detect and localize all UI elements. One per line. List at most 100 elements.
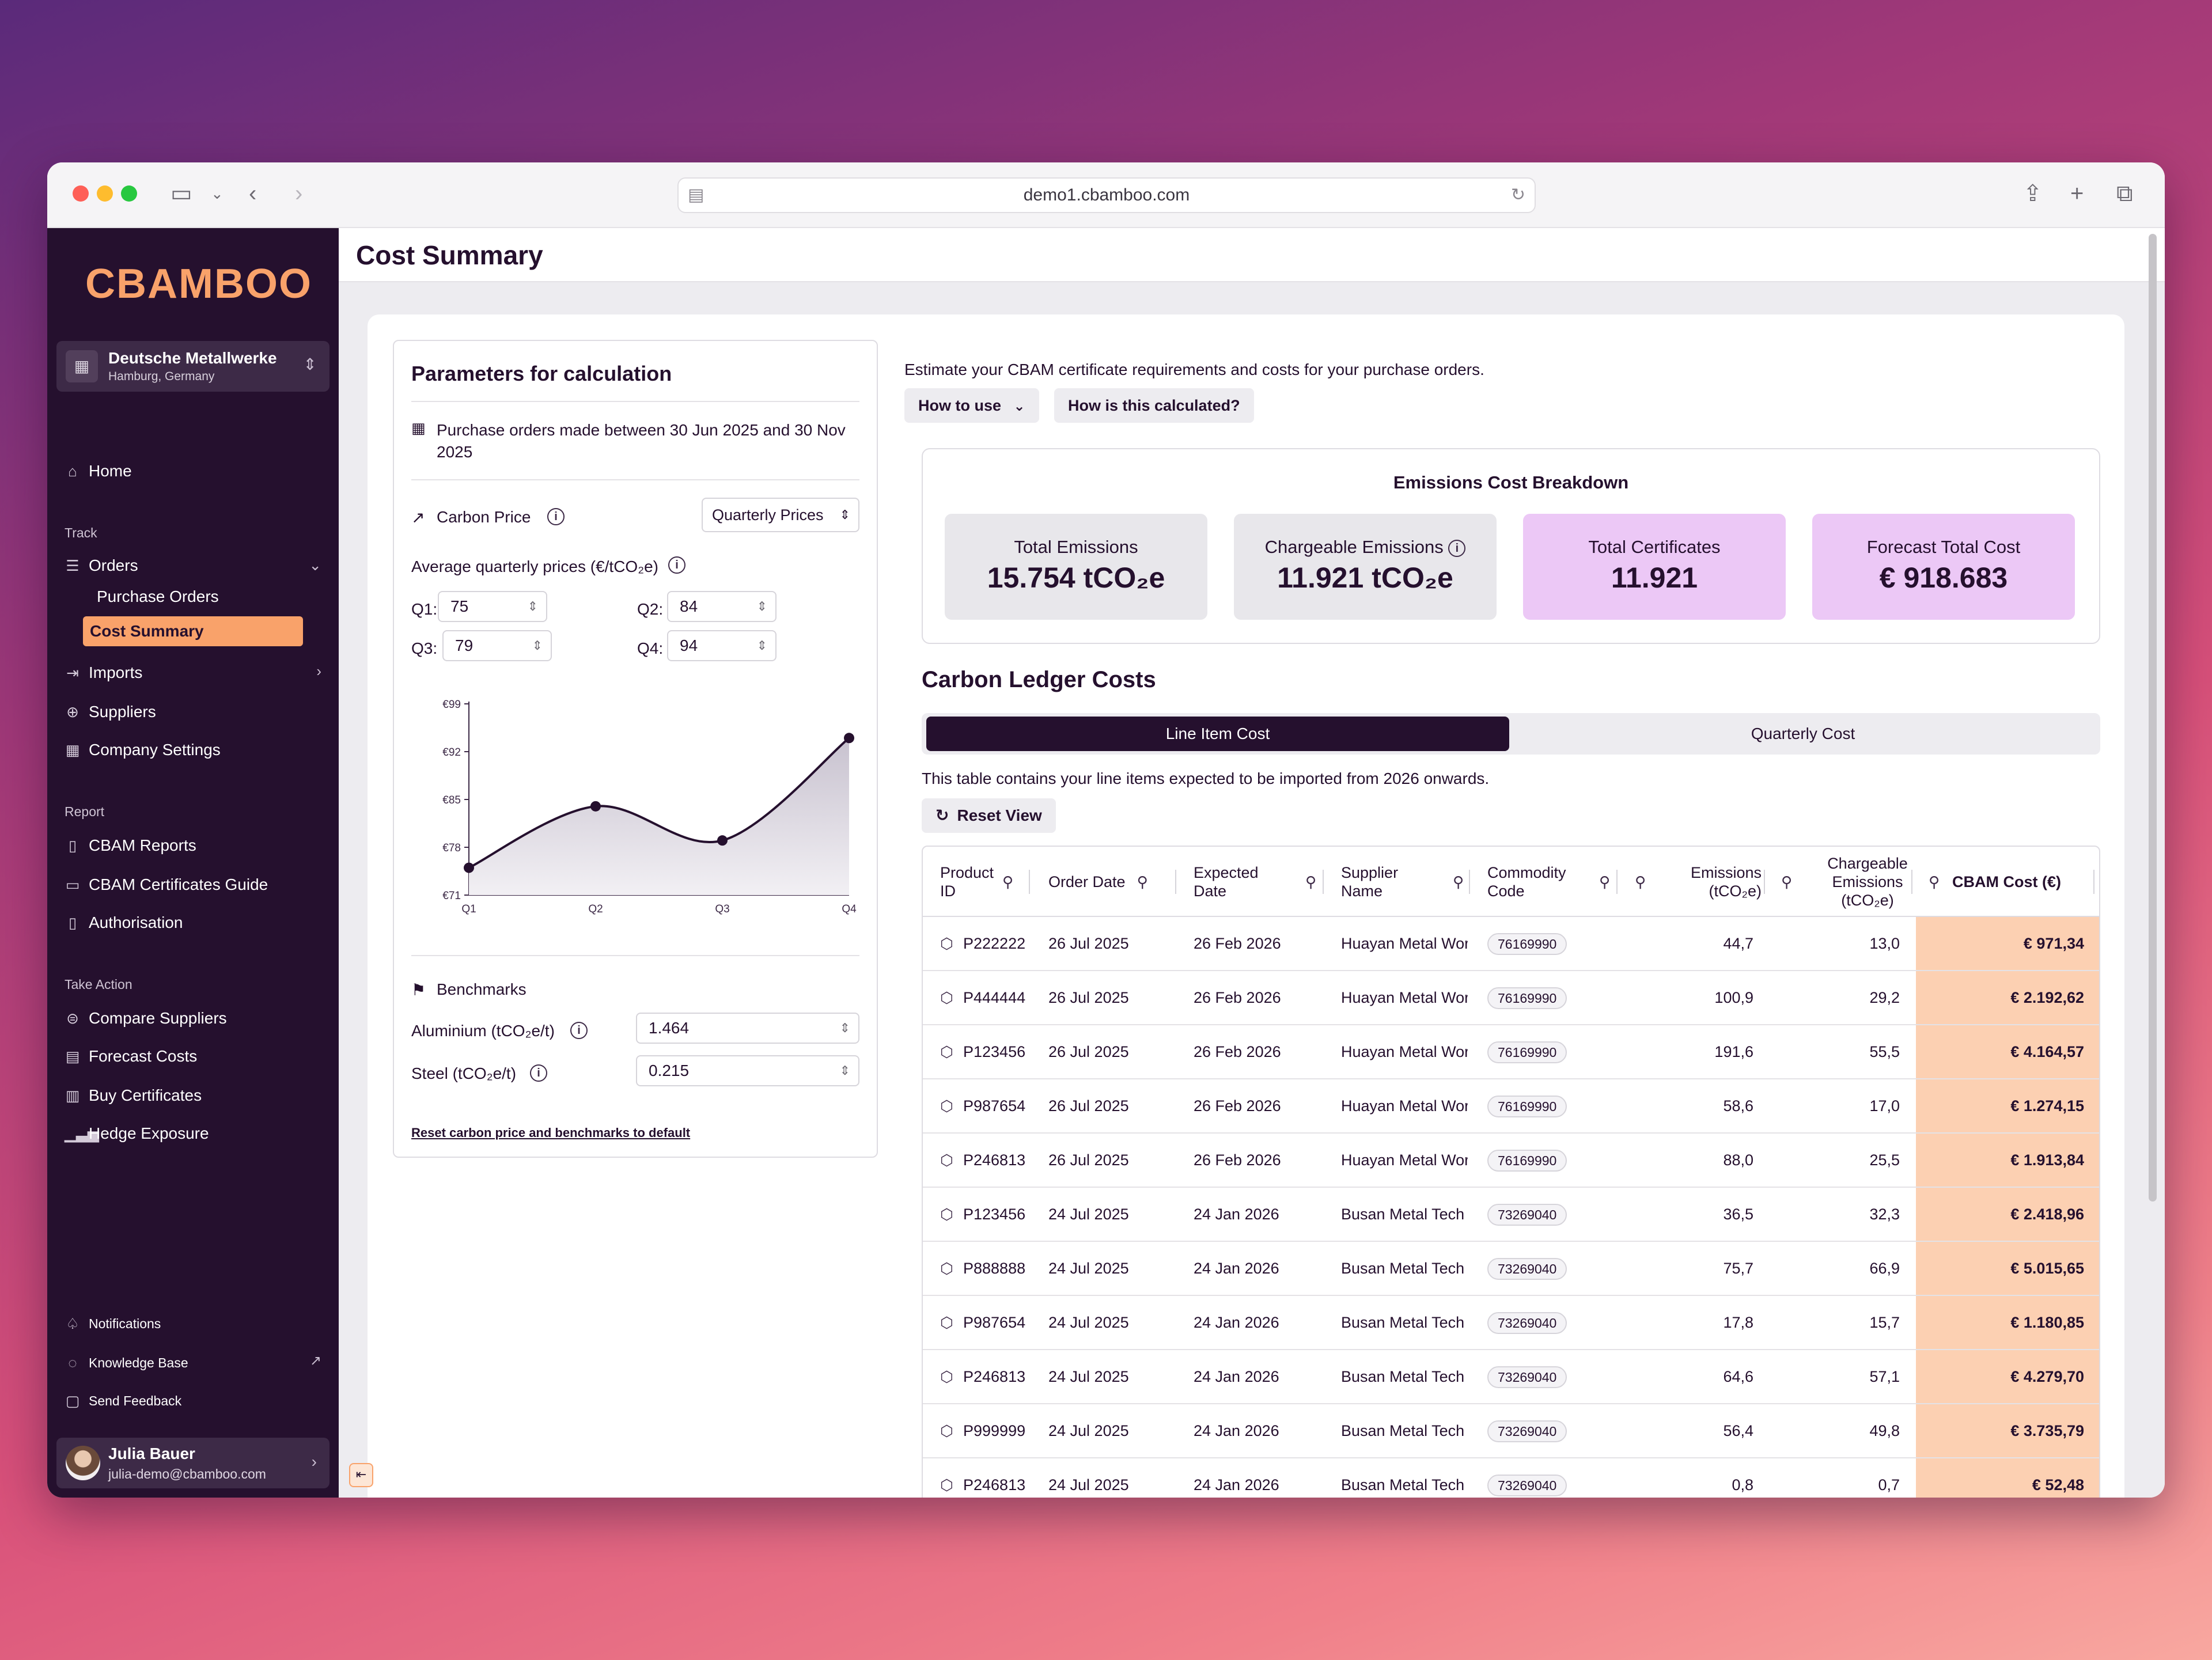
q4-price-input[interactable]: 94 ⇕ xyxy=(667,630,777,661)
sidebar-item-notifications[interactable]: ♤ Notifications xyxy=(65,1311,161,1336)
sidebar-item-knowledge-base[interactable]: ◌ Knowledge Base xyxy=(65,1350,188,1375)
sidebar-item-send-feedback[interactable]: ▢ Send Feedback xyxy=(65,1388,181,1413)
url-bar[interactable]: ▤ demo1.cbamboo.com ↻ xyxy=(677,177,1536,213)
header-chargeable-emissions[interactable]: ⚲ Chargeable Emissions (tCO₂e) xyxy=(1781,855,1908,909)
filter-icon[interactable]: ⚲ xyxy=(1305,873,1317,890)
info-icon[interactable]: i xyxy=(547,508,565,525)
q2-price-input[interactable]: 84 ⇕ xyxy=(667,591,777,622)
filter-icon[interactable]: ⚲ xyxy=(1137,873,1148,890)
sidebar-item-hedge-exposure[interactable]: ▁▃▅ Hedge Exposure xyxy=(65,1121,209,1146)
sidebar-item-cost-summary[interactable]: Cost Summary xyxy=(83,616,303,646)
table-row[interactable]: ⬡ P987654 24 Jul 2025 24 Jan 2026 Busan Meta… xyxy=(923,1296,2099,1350)
sidebar-item-cbam-reports[interactable]: ▯ CBAM Reports xyxy=(65,833,196,858)
q1-price-input[interactable]: 75 ⇕ xyxy=(438,591,547,622)
stepper-icon[interactable]: ⇕ xyxy=(527,599,538,613)
close-window-button[interactable] xyxy=(73,185,89,202)
stepper-icon[interactable]: ⇕ xyxy=(756,638,767,653)
share-icon[interactable]: ⇪ xyxy=(2023,181,2043,206)
filter-icon[interactable]: ⚲ xyxy=(1635,873,1646,890)
table-row[interactable]: ⬡ P222222 26 Jul 2025 26 Feb 2026 Huayan Met… xyxy=(923,917,2099,971)
compare-icon: ⊜ xyxy=(66,1010,79,1027)
user-menu[interactable]: Julia Bauer julia-demo@cbamboo.com › xyxy=(56,1438,329,1488)
app-logo[interactable]: CBAMBOO xyxy=(85,261,312,307)
filter-icon[interactable]: ⚲ xyxy=(1002,873,1014,890)
how-calculated-button[interactable]: How is this calculated? xyxy=(1054,388,1254,423)
sidebar-item-orders[interactable]: ☰ Orders xyxy=(65,553,138,578)
cell-emissions: 58,6 xyxy=(1723,1097,1753,1115)
table-row[interactable]: ⬡ P987654 26 Jul 2025 26 Feb 2026 Huayan Met… xyxy=(923,1079,2099,1134)
table-row[interactable]: ⬡ P246813 26 Jul 2025 26 Feb 2026 Huayan Met… xyxy=(923,1134,2099,1188)
price-mode-select[interactable]: Quarterly Prices ⇕ xyxy=(702,498,859,532)
header-expected-date[interactable]: Expected Date ⚲ xyxy=(1194,864,1317,900)
package-icon: ⬡ xyxy=(940,1151,953,1169)
header-commodity-code[interactable]: Commodity Code ⚲ xyxy=(1487,864,1611,900)
back-icon[interactable]: ‹ xyxy=(249,181,257,206)
how-to-use-button[interactable]: How to use ⌄ xyxy=(904,388,1039,423)
certificate-icon: ▥ xyxy=(65,1087,80,1104)
table-row[interactable]: ⬡ P123456 26 Jul 2025 26 Feb 2026 Huayan Met… xyxy=(923,1025,2099,1079)
table-row[interactable]: ⬡ P123456 24 Jul 2025 24 Jan 2026 Busan Meta… xyxy=(923,1188,2099,1242)
sidebar-item-purchase-orders[interactable]: Purchase Orders xyxy=(97,588,219,605)
stepper-icon[interactable]: ⇕ xyxy=(756,599,767,613)
external-link-icon[interactable]: ↗ xyxy=(309,1353,321,1369)
zoom-window-button[interactable] xyxy=(121,185,137,202)
cell-order: 26 Jul 2025 xyxy=(1048,989,1129,1006)
sidebar-item-forecast-costs[interactable]: ▤ Forecast Costs xyxy=(65,1044,198,1069)
header-supplier-name[interactable]: Supplier Name ⚲ xyxy=(1341,864,1464,900)
x-tick-label: Q3 xyxy=(715,903,729,915)
stepper-icon[interactable]: ⇕ xyxy=(839,1063,850,1078)
new-tab-icon[interactable]: + xyxy=(2070,181,2084,206)
info-icon[interactable]: i xyxy=(570,1022,588,1039)
tab-line-item-cost[interactable]: Line Item Cost xyxy=(926,717,1509,751)
chevron-down-icon[interactable]: ⌄ xyxy=(309,556,321,574)
collapse-sidebar-button[interactable]: ⇤ xyxy=(349,1463,373,1487)
table-row[interactable]: ⬡ P444444 26 Jul 2025 26 Feb 2026 Huayan Met… xyxy=(923,971,2099,1025)
tab-overview-icon[interactable]: ⧉ xyxy=(2116,181,2133,206)
reload-icon[interactable]: ↻ xyxy=(1510,185,1525,204)
reset-defaults-link[interactable]: Reset carbon price and benchmarks to def… xyxy=(411,1125,691,1140)
table-row[interactable]: ⬡ P999999 24 Jul 2025 24 Jan 2026 Busan Meta… xyxy=(923,1404,2099,1458)
sidebar-item-imports[interactable]: ⇥ Imports xyxy=(65,660,142,685)
sidebar-item-company-settings[interactable]: ▦ Company Settings xyxy=(65,737,221,763)
filter-icon[interactable]: ⚲ xyxy=(1781,873,1793,890)
filter-icon[interactable]: ⚲ xyxy=(1599,873,1611,890)
org-switcher[interactable]: ▦ Deutsche Metallwerke Hamburg, Germany … xyxy=(56,341,329,392)
chevron-right-icon[interactable]: › xyxy=(316,662,321,680)
header-product-id[interactable]: Product ID ⚲ xyxy=(940,864,1014,900)
filter-icon[interactable]: ⚲ xyxy=(1929,873,1940,890)
header-cbam-cost[interactable]: ⚲ CBAM Cost (€) xyxy=(1929,873,2062,890)
chevron-down-icon[interactable]: ⌄ xyxy=(211,185,224,202)
scrollbar[interactable] xyxy=(2149,234,2157,1202)
forward-icon[interactable]: › xyxy=(295,181,303,206)
commodity-code-badge: 76169990 xyxy=(1487,1041,1567,1063)
table-row[interactable]: ⬡ P246813 24 Jul 2025 24 Jan 2026 Busan Meta… xyxy=(923,1350,2099,1404)
stepper-icon[interactable]: ⇕ xyxy=(532,638,543,653)
header-emissions[interactable]: ⚲ Emissions (tCO₂e) xyxy=(1635,864,1762,900)
aluminium-benchmark-input[interactable]: 1.464 ⇕ xyxy=(636,1013,859,1044)
sidebar-item-suppliers[interactable]: ⊕ Suppliers xyxy=(65,699,156,725)
stepper-icon[interactable]: ⇕ xyxy=(839,1021,850,1035)
q3-price-input[interactable]: 79 ⇕ xyxy=(442,630,552,661)
commodity-code-badge: 73269040 xyxy=(1487,1204,1567,1226)
header-order-date[interactable]: Order Date ⚲ xyxy=(1048,873,1148,890)
table-row[interactable]: ⬡ P888888 24 Jul 2025 24 Jan 2026 Busan Meta… xyxy=(923,1242,2099,1296)
sidebar-item-buy-certificates[interactable]: ▥ Buy Certificates xyxy=(65,1083,202,1108)
cell-supplier: Busan Metal Tech xyxy=(1341,1260,1465,1277)
sidebar-item-authorisation[interactable]: ▯ Authorisation xyxy=(65,910,183,935)
sidebar-toggle-icon[interactable]: ▭ xyxy=(171,181,192,206)
cell-cbam-cost: € 1.274,15 xyxy=(2010,1097,2084,1115)
cell-product-id: ⬡ P999999 xyxy=(940,1404,1030,1457)
sidebar-item-compare-suppliers[interactable]: ⊜ Compare Suppliers xyxy=(65,1006,227,1031)
info-icon[interactable]: i xyxy=(530,1064,547,1082)
filter-icon[interactable]: ⚲ xyxy=(1453,873,1464,890)
cell-emissions: 56,4 xyxy=(1723,1422,1753,1439)
minimize-window-button[interactable] xyxy=(97,185,113,202)
info-icon[interactable]: i xyxy=(668,556,685,574)
table-row[interactable]: ⬡ P246813 24 Jul 2025 24 Jan 2026 Busan Meta… xyxy=(923,1458,2099,1498)
sidebar-item-cbam-certificates-guide[interactable]: ▭ CBAM Certificates Guide xyxy=(65,872,268,897)
reset-view-button[interactable]: ↻ Reset View xyxy=(922,798,1056,833)
info-icon[interactable]: i xyxy=(1448,537,1466,557)
steel-benchmark-input[interactable]: 0.215 ⇕ xyxy=(636,1055,859,1086)
sidebar-item-home[interactable]: ⌂ Home xyxy=(65,458,132,484)
tab-quarterly-cost[interactable]: Quarterly Cost xyxy=(1751,725,1855,742)
